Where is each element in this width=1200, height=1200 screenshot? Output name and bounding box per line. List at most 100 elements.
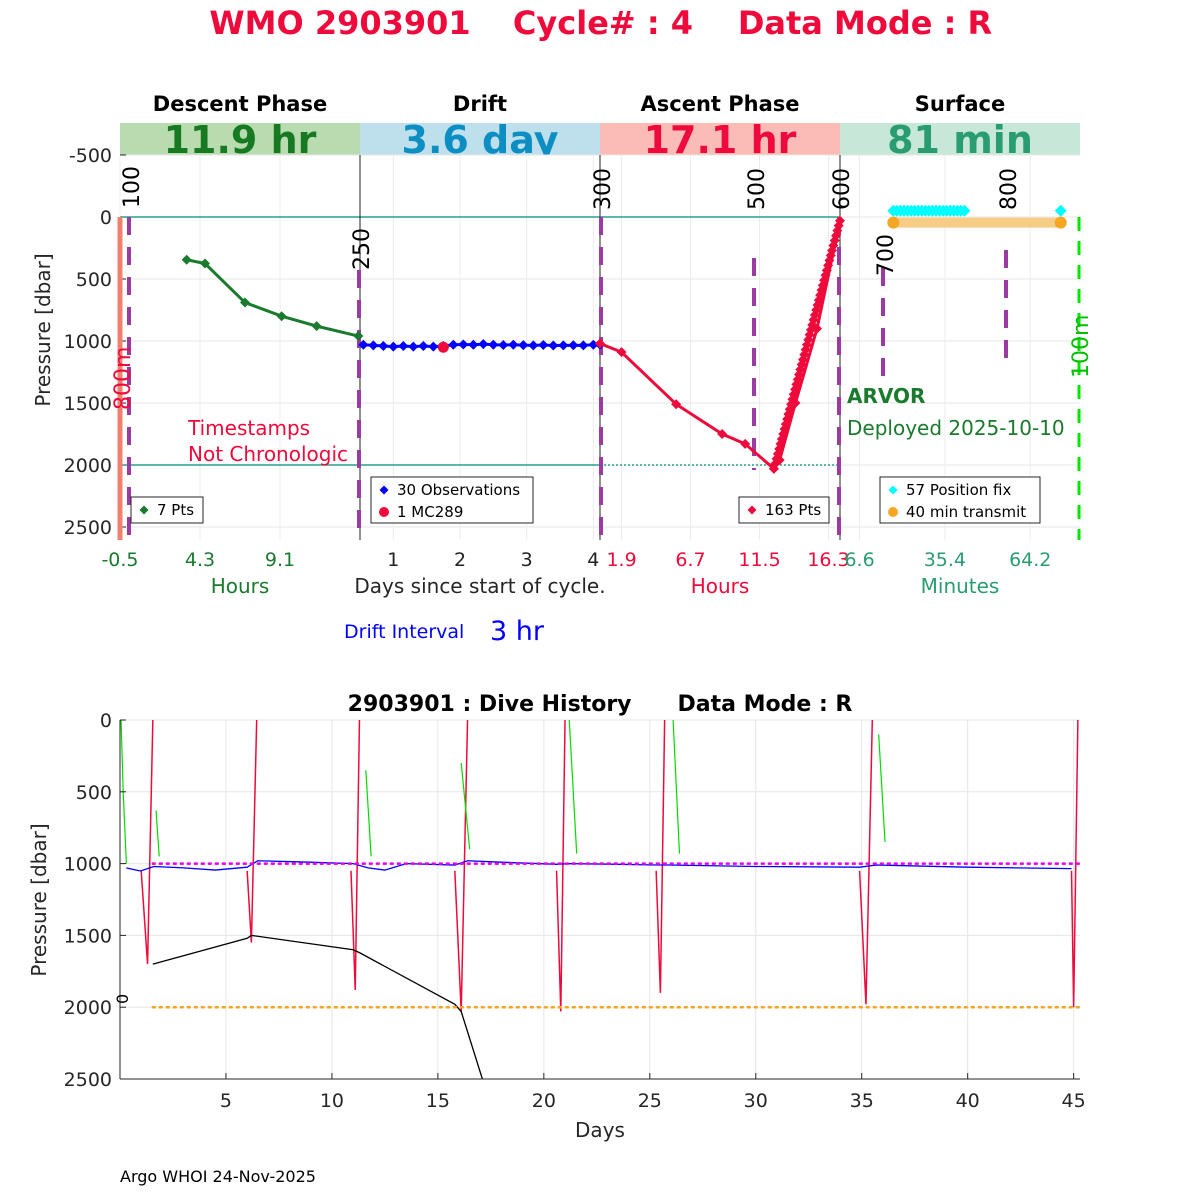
bottom-x-tick: 30: [744, 1090, 768, 1112]
surface-legend-label: 57 Position fix: [906, 481, 1011, 499]
ascent-x-tick: 16.3: [807, 549, 849, 571]
surface-x-tick: 64.2: [1009, 549, 1051, 571]
drift-x-tick: 3: [521, 549, 533, 571]
drift-point: [408, 341, 419, 352]
descent-point: [276, 311, 287, 322]
top-y-tick: 2500: [64, 517, 112, 539]
descent-point: [311, 321, 322, 332]
descent-segment: [155, 810, 160, 857]
ascent-legend-label: 163 Pts: [765, 501, 821, 519]
top-y-tick: 0: [100, 207, 112, 229]
bottom-axes: 5 10 15 20 25 30 35 40 45 0 500 1000 1500 2000 2500: [64, 710, 1086, 1112]
transmit-end: [1054, 216, 1067, 229]
note-line-2: Not Chronologic: [188, 442, 348, 466]
ascent-point: [616, 347, 627, 358]
top-legends: 7 Pts 30 Observations 1 MC289 163 Pts 57 Pos…: [130, 476, 1041, 524]
drift-point: [418, 340, 429, 351]
top-y-tick: 1000: [64, 331, 112, 353]
ascent-x-tick: 6.7: [675, 549, 705, 571]
bottom-x-tick: 20: [532, 1090, 556, 1112]
bottom-x-tick: 15: [426, 1090, 450, 1112]
drift-legend-label: 30 Observations: [397, 481, 520, 499]
descent-legend-marker: [139, 505, 149, 515]
descent-unit-label: Hours: [211, 574, 270, 598]
marker-label-100: 100: [120, 166, 145, 208]
footer: Argo WHOI 24-Nov-2025: [120, 1167, 316, 1186]
descent-x-tick: -0.5: [101, 549, 138, 571]
surface-unit-label: Minutes: [921, 574, 1000, 598]
mc289-point: [437, 341, 449, 353]
drift-phase-name: Drift: [453, 92, 507, 116]
bottom-y-tick: 1000: [64, 854, 112, 876]
drift-point: [448, 339, 459, 350]
black-line: [152, 934, 484, 1080]
bottom-x-tick: 5: [220, 1090, 232, 1112]
side-label-right: 100m: [1069, 315, 1094, 378]
drift-point: [488, 339, 499, 350]
title-wmo: WMO 2903901: [209, 4, 470, 42]
drift-point: [478, 339, 489, 350]
platform-label: ARVOR: [847, 384, 925, 408]
drift-point: [578, 340, 589, 351]
drift-x-tick: 2: [454, 549, 466, 571]
descent-segment: [365, 770, 372, 857]
surface-x-tick: 35.4: [924, 549, 966, 571]
ascent-segment: [246, 719, 258, 943]
drift-x-tick: 1: [387, 549, 399, 571]
descent-segment: [568, 719, 578, 854]
marker-label-600: 600: [830, 168, 855, 210]
descent-band: [120, 123, 360, 156]
bottom-x-label: Days: [575, 1118, 625, 1142]
descent-x-tick: 4.3: [185, 549, 215, 571]
drift-point: [398, 340, 409, 351]
marker-label-500: 500: [745, 168, 770, 210]
ascent-segment: [350, 719, 361, 990]
ascent-segment: [1070, 719, 1079, 1008]
ascent-segment: [140, 719, 154, 965]
descent-legend-label: 7 Pts: [157, 501, 194, 519]
bottom-panel: 2903901 : Dive History Data Mode : R 5 10…: [27, 692, 1086, 1142]
surface-legend-box: [879, 476, 1041, 524]
descent-point: [353, 331, 364, 342]
drift-point: [528, 340, 539, 351]
bottom-x-tick: 40: [956, 1090, 980, 1112]
drift-point: [468, 339, 479, 350]
drift-legend-marker: [379, 507, 389, 517]
drift-legend-marker: [379, 485, 389, 495]
drift-point: [548, 340, 559, 351]
side-label-left: 800m: [111, 347, 136, 410]
bottom-x-tick: 45: [1062, 1090, 1086, 1112]
bottom-series: [120, 719, 1080, 1080]
top-y-tick: 2000: [64, 455, 112, 477]
drift-point: [368, 340, 379, 351]
drift-line: [126, 860, 1072, 872]
drift-point: [378, 340, 389, 351]
bottom-x-tick: 10: [320, 1090, 344, 1112]
ascent-band: [600, 123, 840, 156]
ascent-unit-label: Hours: [691, 574, 750, 598]
ascent-segment: [858, 719, 874, 1005]
bottom-x-label: Days since start of cycle.: [354, 574, 605, 598]
descent-point: [240, 297, 250, 308]
ascent-point: [717, 429, 728, 439]
drift-interval-label: Drift Interval: [344, 621, 464, 643]
note-line-1: Timestamps: [187, 416, 310, 440]
descent-segment: [460, 763, 471, 850]
ascent-dense-point: [833, 220, 844, 231]
drift-point: [518, 340, 529, 351]
ascent-x-tick: 1.9: [606, 549, 636, 571]
surface-legend-marker: [888, 507, 898, 517]
drift-x-tick: 4: [587, 549, 599, 571]
drift-point: [498, 339, 509, 350]
ascent-series: [595, 215, 845, 474]
drift-point: [428, 341, 439, 352]
transmit-start: [887, 216, 900, 229]
title-mode: Data Mode : R: [738, 4, 992, 42]
drift-point: [388, 341, 399, 352]
marker-label-700: 700: [874, 234, 899, 276]
ascent-point: [740, 438, 751, 449]
marker-label-300: 300: [591, 168, 616, 210]
top-y-tick: 500: [76, 269, 112, 291]
ascent-phase-name: Ascent Phase: [641, 92, 800, 116]
